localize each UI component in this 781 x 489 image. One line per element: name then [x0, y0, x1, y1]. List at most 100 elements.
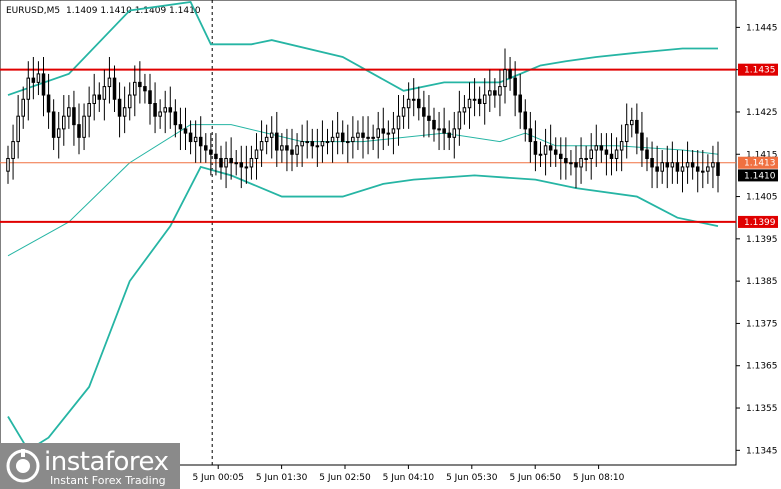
- candle-body: [31, 77, 36, 83]
- candle: [381, 107, 386, 151]
- candle-body: [564, 157, 568, 164]
- candle: [665, 145, 670, 189]
- candle: [533, 120, 538, 172]
- candle: [685, 141, 690, 184]
- candle-body: [193, 136, 198, 143]
- candle: [477, 86, 482, 117]
- candle: [229, 137, 233, 180]
- candle-body: [716, 162, 720, 176]
- candle: [447, 120, 451, 151]
- instaforex-logo: instaforex Instant Forex Trading: [0, 443, 180, 489]
- last-price-tag-box: [738, 169, 778, 182]
- candle: [650, 141, 654, 189]
- candle: [122, 86, 127, 134]
- candle: [259, 120, 264, 167]
- candle-body: [559, 153, 563, 159]
- candle-body: [67, 107, 71, 117]
- candle: [716, 141, 720, 193]
- candle: [619, 124, 624, 172]
- candle: [112, 65, 117, 112]
- candle: [462, 95, 467, 125]
- candle: [589, 133, 593, 180]
- candle-body: [630, 119, 634, 126]
- candle-body: [295, 145, 299, 155]
- candle-body: [239, 162, 244, 168]
- candle-body: [523, 111, 528, 130]
- candle: [254, 133, 259, 180]
- candle: [579, 137, 583, 184]
- candle-body: [269, 132, 274, 138]
- candle: [275, 111, 279, 167]
- candle: [280, 133, 284, 163]
- candle-body: [411, 98, 416, 101]
- candle-body: [300, 141, 304, 147]
- x-tick-label: 5 Jun 08:10: [573, 473, 625, 483]
- candle: [244, 145, 249, 184]
- candle-body: [138, 81, 142, 88]
- candle: [584, 145, 588, 172]
- candle: [31, 56, 36, 100]
- candle: [411, 78, 416, 117]
- candle: [219, 145, 223, 180]
- candle: [609, 133, 614, 176]
- candle-body: [26, 77, 31, 100]
- candle-body: [127, 94, 132, 109]
- candle-body: [310, 141, 315, 147]
- support-tag-label: 1.1399: [744, 218, 776, 228]
- candle-body: [335, 132, 340, 138]
- candle-body: [249, 157, 254, 168]
- resistance-tag-box: [738, 63, 778, 76]
- candle: [660, 150, 664, 184]
- bollinger-upper-line: [7, 1, 718, 96]
- candle: [457, 90, 462, 146]
- candle-body: [330, 136, 335, 143]
- candle-body: [706, 166, 710, 172]
- candle-body: [158, 111, 162, 117]
- candle: [107, 56, 112, 104]
- candle: [543, 128, 548, 176]
- y-tick-label: 1.1385: [746, 277, 778, 287]
- candle-body: [77, 124, 81, 138]
- candle: [361, 116, 365, 159]
- candle: [655, 145, 659, 189]
- candle-body: [275, 132, 279, 151]
- candle-body: [640, 132, 644, 151]
- candle-body: [614, 149, 619, 159]
- candle-body: [635, 119, 639, 134]
- candle-body: [107, 77, 112, 88]
- candle-body: [41, 73, 46, 96]
- candle: [330, 120, 335, 163]
- candle-body: [16, 115, 20, 143]
- candle: [224, 141, 228, 189]
- candle-body: [346, 141, 350, 144]
- candle-body: [604, 149, 609, 155]
- candle: [624, 103, 629, 159]
- candle-body: [472, 98, 477, 101]
- candle-body: [599, 145, 604, 151]
- candle: [138, 61, 142, 104]
- candle: [523, 99, 528, 142]
- candle-body: [442, 128, 446, 134]
- candle-body: [87, 103, 91, 117]
- candle: [701, 150, 705, 189]
- candle: [325, 128, 330, 155]
- candle: [92, 73, 96, 121]
- plot-frame: [0, 0, 737, 466]
- candle-body: [624, 124, 629, 143]
- candle: [56, 111, 61, 159]
- candle-body: [680, 166, 685, 172]
- candle: [143, 73, 147, 104]
- candle-body: [183, 128, 188, 134]
- support-tag-box: [738, 215, 778, 228]
- candle: [396, 95, 401, 146]
- candle-body: [690, 162, 695, 168]
- candle: [645, 137, 649, 172]
- candle: [198, 116, 203, 163]
- candle: [6, 145, 10, 184]
- candle: [153, 82, 157, 134]
- candle: [538, 141, 543, 167]
- candle-body: [82, 115, 86, 138]
- candle: [193, 120, 198, 163]
- candle: [214, 133, 218, 176]
